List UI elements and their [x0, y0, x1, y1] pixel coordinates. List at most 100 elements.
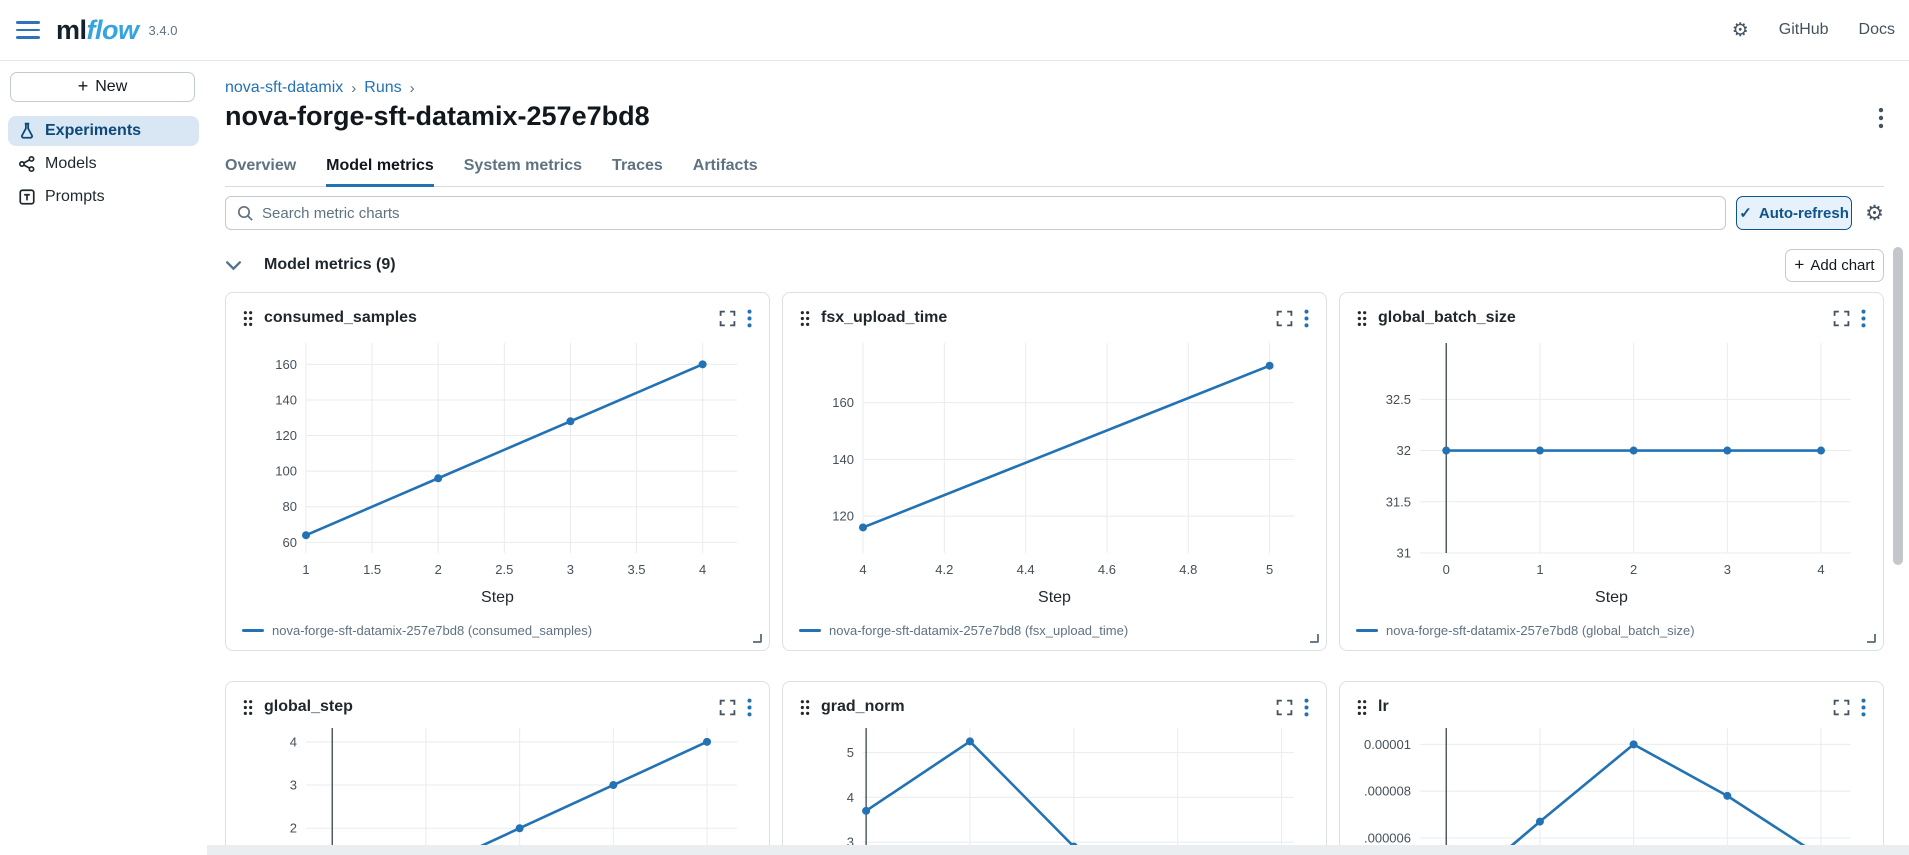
chevron-down-icon [225, 260, 242, 270]
breadcrumb-link[interactable]: nova-sft-datamix [225, 79, 344, 96]
chart-title: lr [1378, 698, 1389, 715]
chart-card-header: fsx_upload_time [799, 303, 1310, 333]
search-box[interactable] [225, 196, 1726, 230]
expand-chart-button[interactable] [1833, 699, 1850, 716]
svg-text:3: 3 [1724, 562, 1731, 577]
chart-settings-gear-icon[interactable]: ⚙ [1865, 201, 1884, 225]
svg-text:32.5: 32.5 [1386, 392, 1411, 407]
tab-system-metrics[interactable]: System metrics [463, 157, 583, 174]
svg-text:140: 140 [275, 392, 297, 407]
metric-card-consumed_samples: consumed_samples 1 1.5 2 2.5 3 3.5 4 60 80 100 120 1… [225, 292, 770, 651]
expand-chart-button[interactable] [1276, 310, 1293, 327]
svg-text:4.2: 4.2 [935, 562, 953, 577]
run-kebab-menu-button[interactable] [1877, 107, 1885, 129]
chart-kebab-menu-button[interactable] [1303, 309, 1310, 328]
resize-handle[interactable] [1867, 634, 1876, 643]
chart-xlabel: Step [481, 589, 514, 606]
chart-kebab-menu-button[interactable] [746, 309, 753, 328]
chart-legend: nova-forge-sft-datamix-257e7bd8 (global_… [1356, 623, 1867, 638]
svg-text:5: 5 [1266, 562, 1273, 577]
main-content: nova-sft-datamix › Runs › nova-forge-sft-da… [207, 61, 1909, 855]
svg-text:0: 0 [1443, 562, 1450, 577]
svg-text:4: 4 [847, 790, 854, 805]
mlflow-logo[interactable]: mlflow [56, 15, 139, 46]
svg-text:31.5: 31.5 [1386, 494, 1411, 509]
metric-card-lr: lr 0.00001 .000008 .000006 [1339, 681, 1884, 855]
drag-handle-icon[interactable] [799, 699, 811, 716]
sidebar-item-label: Prompts [45, 188, 105, 205]
hamburger-menu-icon[interactable] [16, 21, 40, 39]
chart-card-header: global_step [242, 692, 753, 722]
sidebar-item-label: Experiments [45, 122, 142, 139]
prompt-icon [18, 188, 36, 206]
chart-kebab-menu-button[interactable] [1860, 309, 1867, 328]
sidebar-item-experiments[interactable]: Experiments [8, 116, 199, 146]
chart-plot-global_batch_size[interactable]: 0 1 2 3 4 31 31.5 32 32.5 [1356, 335, 1869, 585]
add-chart-label: Add chart [1810, 256, 1875, 274]
legend-label: nova-forge-sft-datamix-257e7bd8 (consume… [272, 623, 593, 638]
tab-overview[interactable]: Overview [225, 157, 297, 174]
topbar-link-docs[interactable]: Docs [1858, 21, 1895, 38]
chart-kebab-menu-button[interactable] [1860, 698, 1867, 717]
tab-model-metrics[interactable]: Model metrics [326, 149, 434, 187]
svg-text:3: 3 [847, 835, 854, 850]
topbar-link-github[interactable]: GitHub [1778, 21, 1829, 38]
tab-bar: Overview Model metrics System metrics Trace… [225, 149, 1884, 187]
auto-refresh-button[interactable]: ✓ Auto-refresh [1736, 196, 1853, 230]
drag-handle-icon[interactable] [799, 310, 811, 327]
tab-artifacts[interactable]: Artifacts [692, 157, 758, 174]
tab-traces[interactable]: Traces [612, 157, 663, 174]
collapse-section-button[interactable] [225, 260, 242, 271]
chart-plot-lr[interactable]: 0.00001 .000008 .000006 [1356, 724, 1869, 855]
chart-plot-fsx_upload_time[interactable]: 4 4.2 4.4 4.6 4.8 5 120 140 160 [799, 335, 1312, 585]
svg-text:80: 80 [283, 499, 297, 514]
search-input[interactable] [262, 204, 1715, 222]
svg-text:160: 160 [275, 357, 297, 372]
resize-handle[interactable] [753, 634, 762, 643]
chart-plot-global_step[interactable]: 2 3 4 [242, 724, 755, 855]
add-chart-button[interactable]: + Add chart [1785, 248, 1884, 282]
sidebar-item-models[interactable]: Models [8, 149, 199, 179]
chart-xlabel: Step [1595, 589, 1628, 606]
svg-text:0.00001: 0.00001 [1364, 737, 1411, 752]
chart-legend: nova-forge-sft-datamix-257e7bd8 (fsx_upl… [799, 623, 1310, 638]
expand-chart-button[interactable] [719, 699, 736, 716]
svg-text:2: 2 [290, 821, 297, 836]
settings-gear-icon[interactable]: ⚙ [1731, 19, 1749, 41]
plus-icon: + [77, 75, 89, 96]
chart-kebab-menu-button[interactable] [746, 698, 753, 717]
bottom-scroll-gutter [207, 845, 1909, 855]
legend-swatch [1356, 628, 1378, 633]
logo-ml-text: ml [56, 14, 87, 45]
expand-chart-button[interactable] [1276, 699, 1293, 716]
breadcrumb-link[interactable]: Runs [364, 79, 402, 96]
drag-handle-icon[interactable] [242, 699, 254, 716]
breadcrumb: nova-sft-datamix › Runs › [225, 79, 415, 97]
svg-text:32: 32 [1397, 443, 1411, 458]
legend-swatch [799, 628, 821, 633]
chart-plot-grad_norm[interactable]: 3 4 5 [799, 724, 1312, 855]
svg-text:1: 1 [302, 562, 309, 577]
vertical-scrollbar[interactable] [1893, 247, 1903, 565]
drag-handle-icon[interactable] [1356, 699, 1368, 716]
chart-title: grad_norm [821, 698, 905, 715]
resize-handle[interactable] [1310, 634, 1319, 643]
svg-text:4.6: 4.6 [1098, 562, 1116, 577]
sidebar: + New Experiments Models Prompts [0, 61, 207, 855]
drag-handle-icon[interactable] [1356, 310, 1368, 327]
svg-text:3: 3 [290, 778, 297, 793]
flask-icon [18, 122, 36, 140]
chart-plot-consumed_samples[interactable]: 1 1.5 2 2.5 3 3.5 4 60 80 100 120 140 160 [242, 335, 755, 585]
metric-card-global_batch_size: global_batch_size 0 1 2 3 4 31 31.5 32 32.5 Step no… [1339, 292, 1884, 651]
sidebar-item-prompts[interactable]: Prompts [8, 182, 199, 212]
plus-icon: + [1794, 254, 1805, 274]
new-button[interactable]: + New [10, 72, 195, 102]
drag-handle-icon[interactable] [242, 310, 254, 327]
svg-text:1.5: 1.5 [363, 562, 381, 577]
svg-text:3.5: 3.5 [627, 562, 645, 577]
expand-chart-button[interactable] [719, 310, 736, 327]
expand-chart-button[interactable] [1833, 310, 1850, 327]
chart-kebab-menu-button[interactable] [1303, 698, 1310, 717]
page-title: nova-forge-sft-datamix-257e7bd8 [225, 101, 650, 131]
